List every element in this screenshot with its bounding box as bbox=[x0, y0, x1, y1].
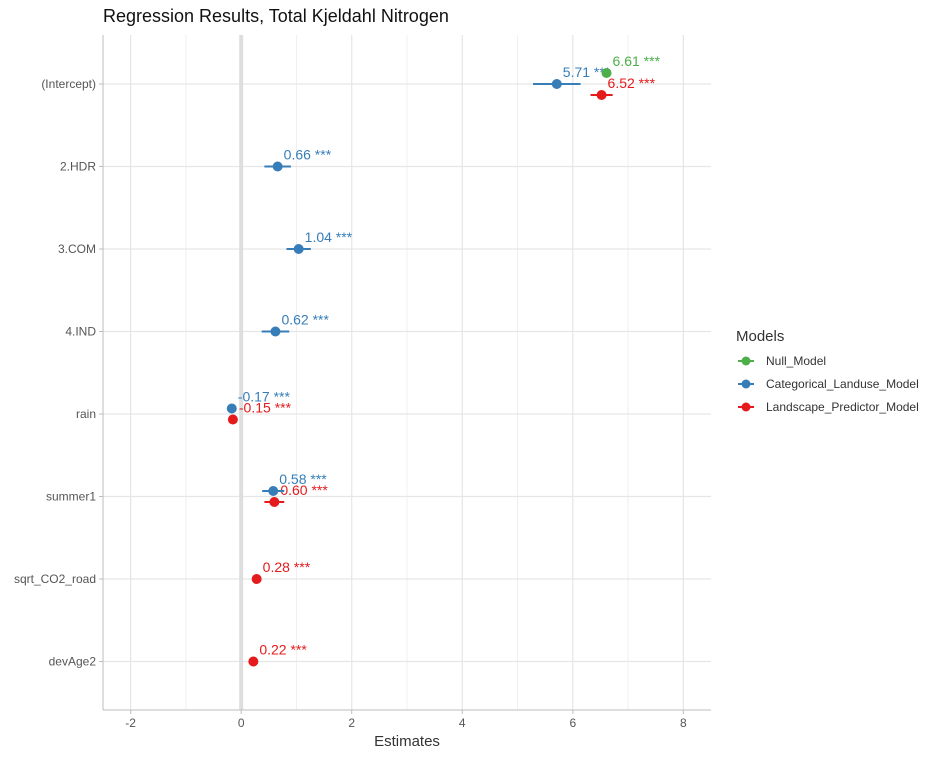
x-tick-label: 0 bbox=[238, 716, 245, 730]
estimate-label: -0.17 *** bbox=[238, 389, 291, 405]
estimate-label: 6.61 *** bbox=[613, 53, 661, 69]
estimate-point bbox=[248, 656, 259, 667]
plot-area: -2 0 2 4 6 8 (Intercept) 2.HDR 3.COM 4.IND rain sum… bbox=[14, 35, 711, 730]
legend-label: Landscape_Predictor_Model bbox=[766, 400, 919, 414]
y-tick-label: devAge2 bbox=[49, 655, 97, 669]
estimate-point bbox=[596, 90, 607, 100]
legend-key-point bbox=[741, 402, 751, 412]
legend-key-point bbox=[741, 379, 751, 389]
estimate-label: 0.60 *** bbox=[280, 482, 328, 498]
y-tick-label: summer1 bbox=[46, 490, 96, 504]
legend-label: Categorical_Landuse_Model bbox=[766, 377, 919, 391]
estimate-label: -0.15 *** bbox=[239, 400, 292, 416]
y-tick-label: 4.IND bbox=[65, 325, 96, 339]
estimate-label: 6.52 *** bbox=[608, 75, 656, 91]
x-tick-label: 2 bbox=[348, 716, 355, 730]
series-Landscape_Predictor_Model: 6.52 *** -0.15 *** 0.60 *** 0.28 *** 0.22 **… bbox=[227, 75, 656, 667]
x-tick-label: 8 bbox=[680, 716, 687, 730]
legend: Models Null_Model Categorical_Landuse_Mode… bbox=[736, 328, 919, 414]
y-tick-label: 2.HDR bbox=[60, 160, 96, 174]
estimate-point bbox=[227, 414, 238, 425]
estimate-label: 0.62 *** bbox=[281, 312, 329, 328]
legend-item: Categorical_Landuse_Model bbox=[738, 377, 919, 391]
estimate-point bbox=[272, 161, 283, 172]
x-tick-label: 4 bbox=[459, 716, 466, 730]
estimate-label: 5.71 *** bbox=[563, 64, 611, 80]
x-tick-label: -2 bbox=[125, 716, 136, 730]
series-Categorical_Landuse_Model: 5.71 *** 0.66 *** 1.04 *** 0.62 *** -0.17 **… bbox=[226, 64, 611, 496]
legend-title: Models bbox=[736, 328, 784, 345]
x-tick-label: 6 bbox=[569, 716, 576, 730]
legend-item: Null_Model bbox=[738, 354, 826, 368]
y-tick-label: rain bbox=[76, 407, 96, 421]
estimate-point bbox=[268, 486, 279, 496]
estimate-point bbox=[251, 574, 262, 584]
estimate-point bbox=[293, 244, 304, 254]
estimate-point bbox=[269, 497, 280, 507]
y-tick-label: (Intercept) bbox=[41, 77, 96, 91]
estimate-point bbox=[270, 326, 281, 337]
series-Null_Model: 6.61 *** bbox=[601, 53, 661, 78]
estimate-point bbox=[226, 403, 237, 414]
legend-key-point bbox=[741, 356, 751, 366]
estimate-label: 0.58 *** bbox=[279, 471, 327, 487]
estimate-point bbox=[551, 79, 562, 89]
y-tick-label: sqrt_CO2_road bbox=[14, 572, 96, 586]
estimate-label: 1.04 *** bbox=[305, 229, 353, 245]
legend-item: Landscape_Predictor_Model bbox=[738, 400, 919, 414]
x-axis-title: Estimates bbox=[374, 733, 440, 750]
estimate-label: 0.22 *** bbox=[259, 642, 307, 658]
estimate-point bbox=[601, 68, 612, 78]
estimate-label: 0.66 *** bbox=[284, 147, 332, 163]
estimate-label: 0.28 *** bbox=[263, 559, 311, 575]
chart-title: Regression Results, Total Kjeldahl Nitro… bbox=[103, 6, 449, 26]
y-tick-label: 3.COM bbox=[58, 242, 96, 256]
legend-label: Null_Model bbox=[766, 354, 826, 368]
